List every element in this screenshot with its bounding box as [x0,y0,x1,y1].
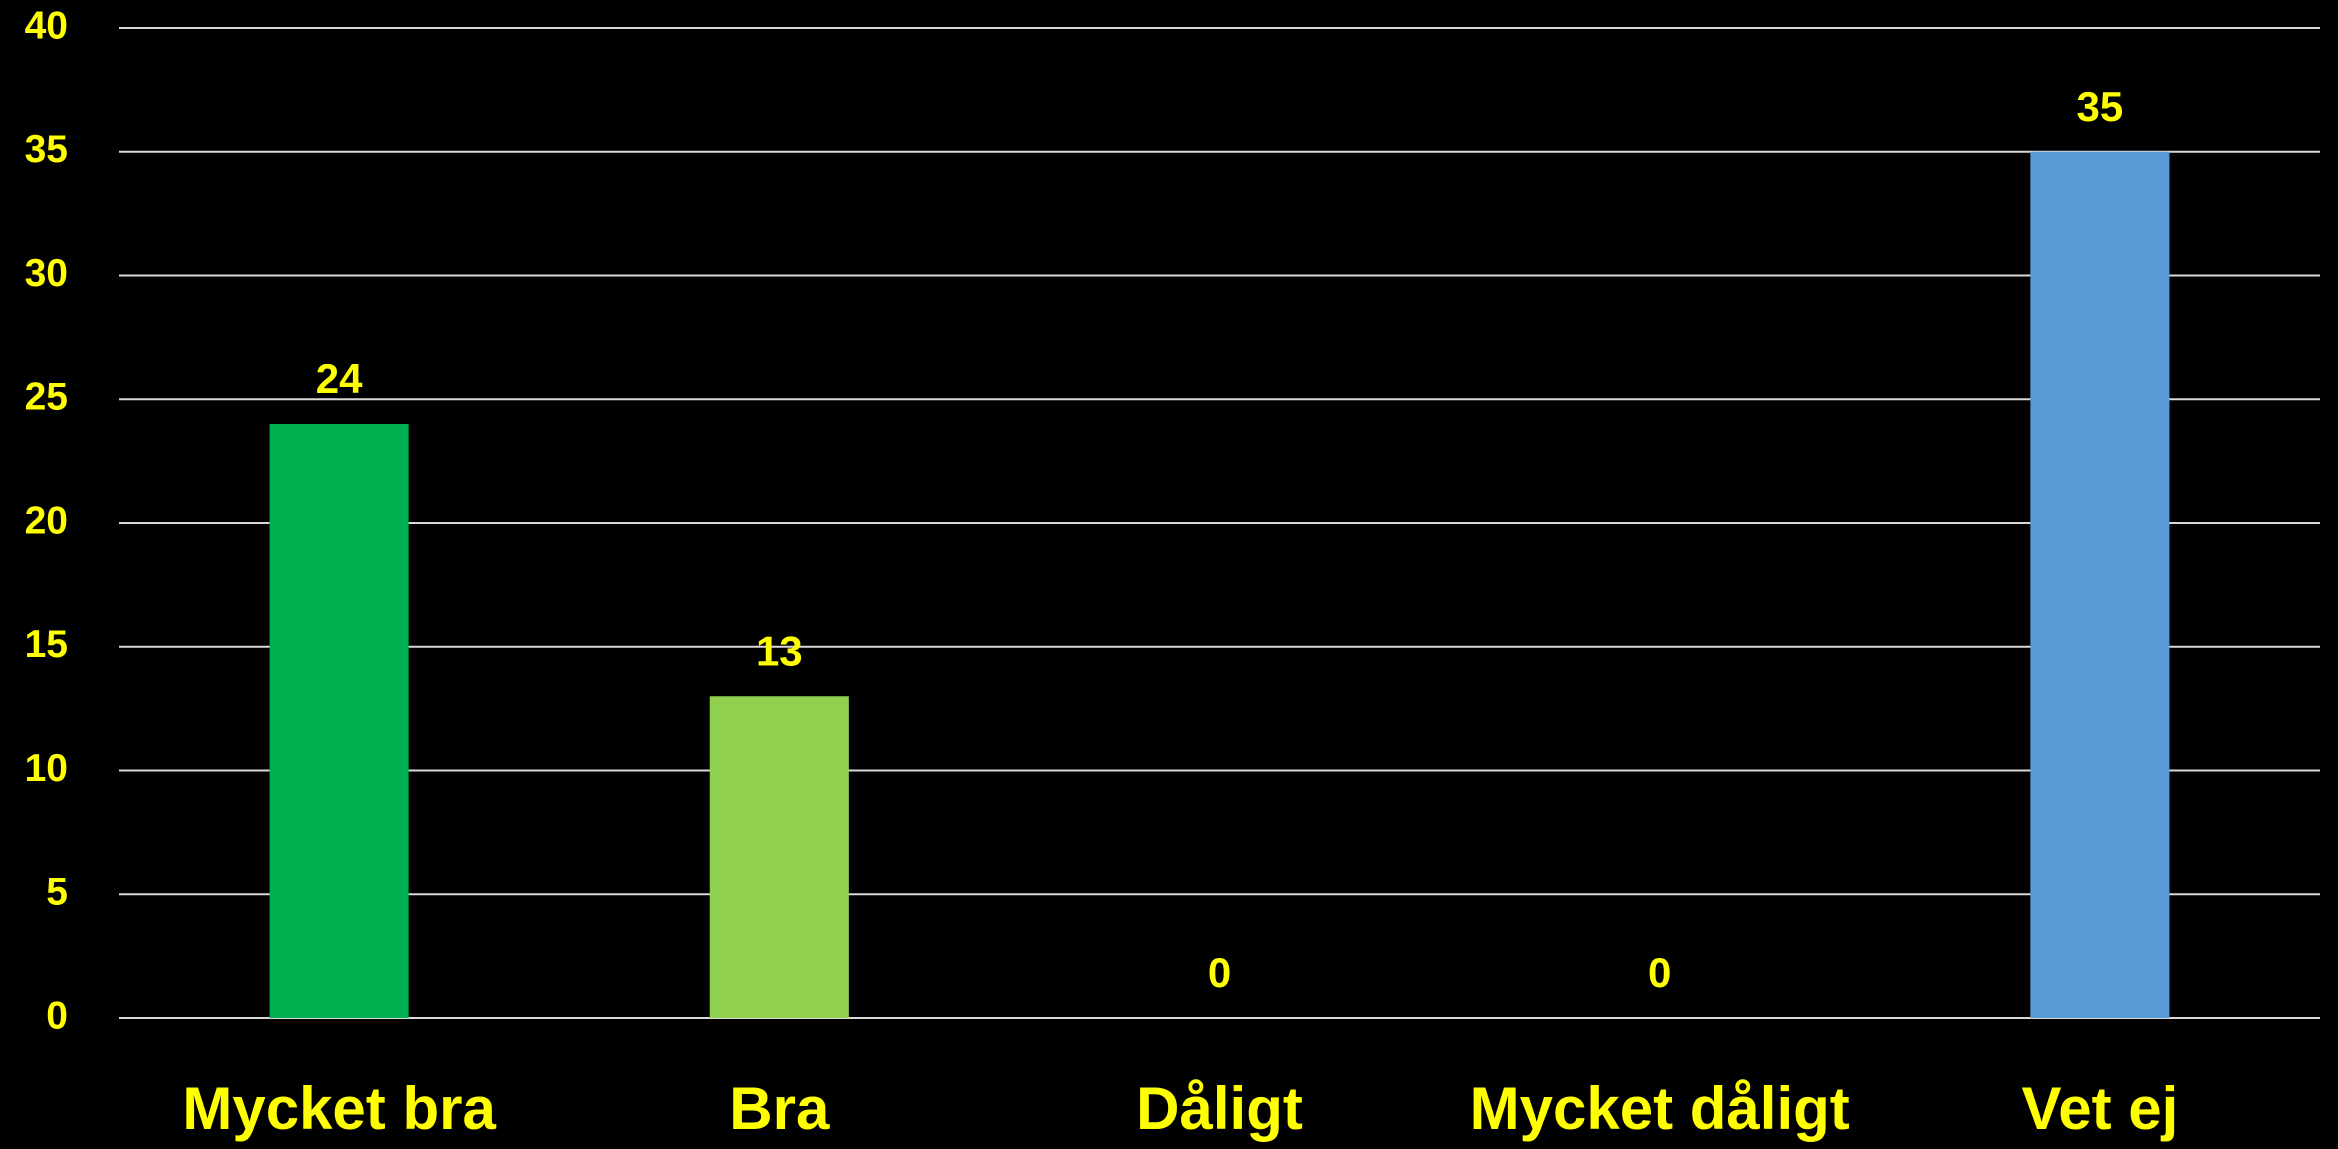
y-tick-label: 15 [25,623,68,666]
y-tick-label: 20 [25,499,68,542]
bar [269,424,409,1018]
value-label: 0 [1208,949,1231,996]
y-tick-label: 25 [25,376,68,419]
x-tick-label: Mycket bra [182,1075,496,1142]
y-tick-label: 5 [46,871,68,914]
y-tick-label: 0 [46,994,68,1037]
x-tick-label: Mycket dåligt [1470,1075,1850,1142]
value-label: 0 [1648,949,1671,996]
y-tick-label: 40 [25,4,68,47]
value-label: 13 [756,627,803,674]
y-tick-label: 35 [25,128,68,171]
value-label: 24 [316,355,363,402]
value-label: 35 [2077,83,2124,130]
y-tick-label: 10 [25,747,68,790]
x-tick-label: Bra [729,1075,830,1142]
x-tick-label: Vet ej [2022,1075,2179,1142]
bar [2030,151,2170,1018]
y-tick-label: 30 [25,252,68,295]
bar [709,696,849,1018]
x-tick-label: Dåligt [1136,1075,1303,1142]
